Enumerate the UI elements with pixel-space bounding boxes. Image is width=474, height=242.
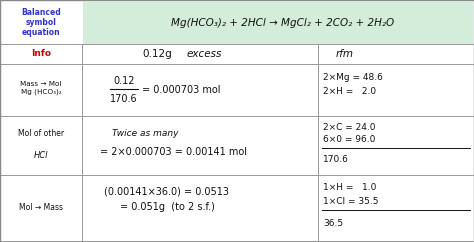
Text: = 2×0.000703 = 0.00141 mol: = 2×0.000703 = 0.00141 mol: [100, 147, 247, 157]
Text: 6×0 = 96.0: 6×0 = 96.0: [323, 136, 375, 144]
Text: 2×H =   2.0: 2×H = 2.0: [323, 86, 376, 96]
Text: Info: Info: [31, 50, 51, 59]
Text: Mol → Mass: Mol → Mass: [19, 204, 63, 212]
Text: 1×Cl = 35.5: 1×Cl = 35.5: [323, 197, 379, 205]
Text: 0.12: 0.12: [113, 76, 135, 86]
Text: 1×H =   1.0: 1×H = 1.0: [323, 183, 376, 192]
Text: 170.6: 170.6: [323, 156, 349, 165]
Text: excess: excess: [187, 49, 222, 59]
Text: Mass → Mol
Mg (HCO₃)₂: Mass → Mol Mg (HCO₃)₂: [20, 81, 62, 95]
Text: 0.12g: 0.12g: [142, 49, 172, 59]
Bar: [83, 1, 473, 44]
Text: Twice as many: Twice as many: [112, 129, 179, 138]
Text: 36.5: 36.5: [323, 219, 343, 227]
Text: (0.00141×36.0) = 0.0513: (0.00141×36.0) = 0.0513: [104, 186, 229, 196]
Text: = 0.051g  (to 2 s.f.): = 0.051g (to 2 s.f.): [120, 202, 215, 212]
Text: Balanced
symbol
equation: Balanced symbol equation: [21, 8, 61, 38]
Text: 170.6: 170.6: [110, 94, 138, 104]
Text: HCl: HCl: [34, 151, 48, 160]
Text: rfm: rfm: [336, 49, 354, 59]
Text: 2×Mg = 48.6: 2×Mg = 48.6: [323, 73, 383, 82]
Text: Mg(HCO₃)₂ + 2HCl → MgCl₂ + 2CO₂ + 2H₂O: Mg(HCO₃)₂ + 2HCl → MgCl₂ + 2CO₂ + 2H₂O: [172, 17, 394, 28]
Text: = 0.000703 mol: = 0.000703 mol: [142, 85, 220, 95]
Text: Mol of other: Mol of other: [18, 129, 64, 138]
Text: 2×C = 24.0: 2×C = 24.0: [323, 122, 375, 131]
